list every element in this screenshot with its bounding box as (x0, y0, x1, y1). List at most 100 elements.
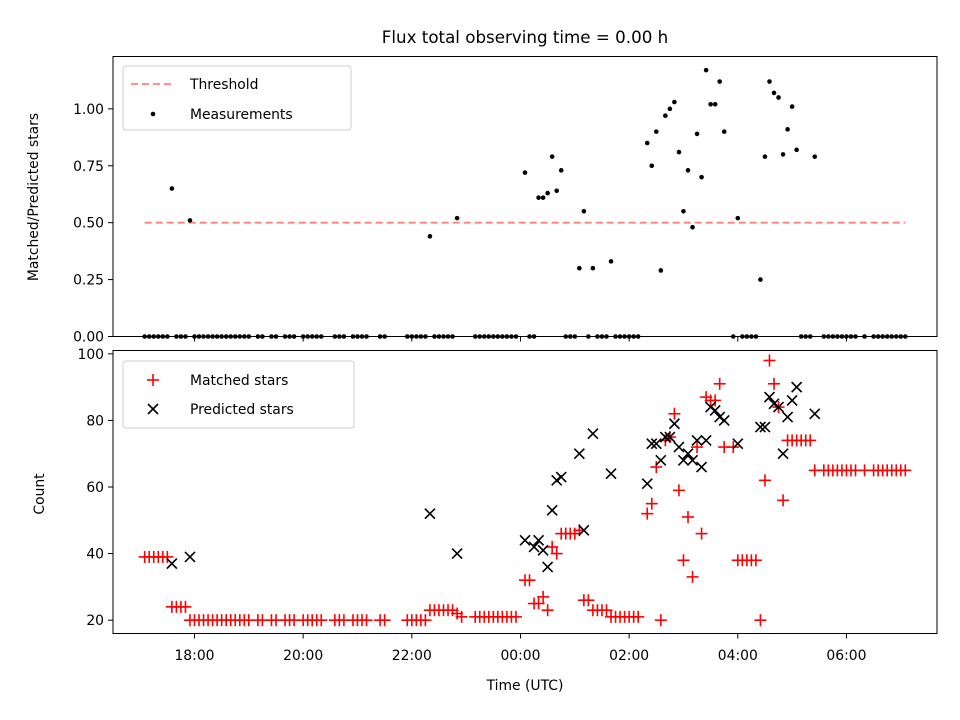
count-x-tick-label: 20:00 (283, 648, 323, 664)
matched-point (645, 497, 658, 510)
predicted-point (782, 411, 794, 423)
predicted-point (696, 461, 708, 473)
count-x-tick-label: 22:00 (392, 648, 432, 664)
predicted-point (718, 414, 730, 426)
predicted-point (759, 421, 771, 433)
matched-point (695, 527, 708, 540)
matched-point (709, 394, 722, 407)
matched-point (650, 461, 663, 474)
matched-point (161, 550, 174, 563)
measurement-point (558, 168, 564, 173)
count-y-tick-label: 20 (86, 613, 104, 629)
matched-point (419, 614, 432, 627)
matched-point (713, 377, 726, 390)
count-x-tick-label: 00:00 (500, 648, 540, 664)
measurement-point (649, 163, 655, 169)
measurement-point (685, 168, 691, 173)
predicted-point (578, 524, 590, 536)
count-x-tick-label: 18:00 (174, 648, 214, 664)
measurement-point (780, 152, 786, 157)
predicted-point (691, 434, 703, 446)
count-y-tick-label: 60 (86, 480, 104, 496)
measurement-point (667, 106, 673, 112)
predicted-legend-label: Predicted stars (190, 402, 294, 418)
predicted-point (641, 478, 653, 490)
predicted-point (668, 418, 680, 430)
x-axis-label: Time (UTC) (486, 678, 564, 694)
predicted-point (768, 398, 780, 410)
matched-point (691, 441, 704, 454)
ratio-y-axis-label: Matched/Predicted stars (26, 113, 42, 281)
ratio-panel: Flux total observing time = 0.00 h 0.00 0… (26, 27, 938, 346)
count-x-tick-label: 04:00 (718, 648, 758, 664)
ratio-y-tick-label: 0.50 (73, 216, 104, 232)
measurement-point (703, 67, 709, 73)
predicted-point (714, 411, 726, 423)
measurement-point (717, 79, 722, 84)
measurement-point (581, 208, 587, 214)
predicted-point (677, 454, 690, 466)
matched-point (654, 614, 667, 627)
predicted-point (537, 544, 549, 556)
predicted-point (542, 561, 554, 573)
ratio-plot-frame (112, 56, 938, 337)
measurement-point (676, 149, 682, 155)
matched-legend-label: Matched stars (190, 373, 288, 389)
matched-point (360, 614, 373, 627)
matched-point (600, 604, 613, 617)
predicted-point (791, 381, 803, 393)
predicted-point (546, 504, 558, 516)
measurement-point (771, 90, 777, 96)
measurements-legend-label: Measurements (190, 107, 293, 123)
measurement-point (590, 265, 596, 271)
measurement-point (549, 154, 555, 159)
predicted-point (650, 438, 662, 450)
predicted-point (605, 468, 617, 480)
matched-point (523, 574, 536, 587)
measurement-point (454, 215, 460, 221)
count-panel: 20 40 60 80 100 18:00 20:00 22:00 00:00 02:00 04:… (32, 347, 938, 694)
measurement-point (536, 195, 541, 200)
matched-point (455, 610, 468, 623)
predicted-point (533, 534, 545, 546)
measurement-point (708, 102, 713, 107)
predicted-point (573, 448, 585, 460)
predicted-point (777, 448, 789, 460)
predicted-point (659, 431, 671, 443)
measurement-point (721, 129, 727, 134)
measurement-point (694, 131, 700, 137)
count-y-axis-label: Count (32, 473, 48, 515)
measurement-point (681, 208, 686, 214)
predicted-legend-swatch (147, 403, 159, 415)
measurement-point (690, 224, 695, 230)
ratio-legend: Threshold Measurements (122, 65, 352, 131)
measurements-legend-swatch (150, 111, 156, 117)
matched-point (677, 554, 690, 567)
matched-point (754, 614, 767, 627)
count-legend-frame (122, 360, 355, 429)
ratio-y-tick-label: 0.00 (73, 330, 104, 346)
predicted-point (519, 534, 531, 546)
measurement-point (187, 218, 193, 223)
measurement-point (712, 102, 718, 107)
ratio-y-tick-label: 0.25 (73, 273, 104, 289)
matched-point (537, 590, 550, 603)
matched-point (378, 614, 391, 627)
measurement-point (644, 140, 650, 146)
ratio-legend-frame (122, 65, 352, 131)
measurement-point (812, 154, 818, 159)
matched-point (686, 570, 699, 583)
ratio-y-tick-label: 1.00 (73, 102, 104, 118)
matched-point (681, 510, 694, 523)
measurement-point (758, 277, 763, 282)
matched-point (777, 494, 790, 507)
predicted-point (451, 548, 463, 560)
measurement-point (672, 99, 677, 105)
measurement-point (762, 154, 768, 159)
measurement-point (554, 188, 559, 194)
measurement-point (658, 268, 664, 273)
measurement-point (540, 195, 546, 200)
measurement-point (789, 104, 795, 109)
predicted-point (587, 428, 599, 440)
